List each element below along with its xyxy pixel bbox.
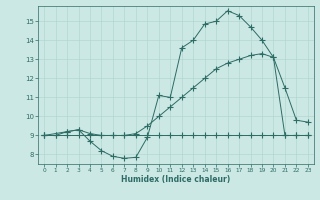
X-axis label: Humidex (Indice chaleur): Humidex (Indice chaleur) bbox=[121, 175, 231, 184]
